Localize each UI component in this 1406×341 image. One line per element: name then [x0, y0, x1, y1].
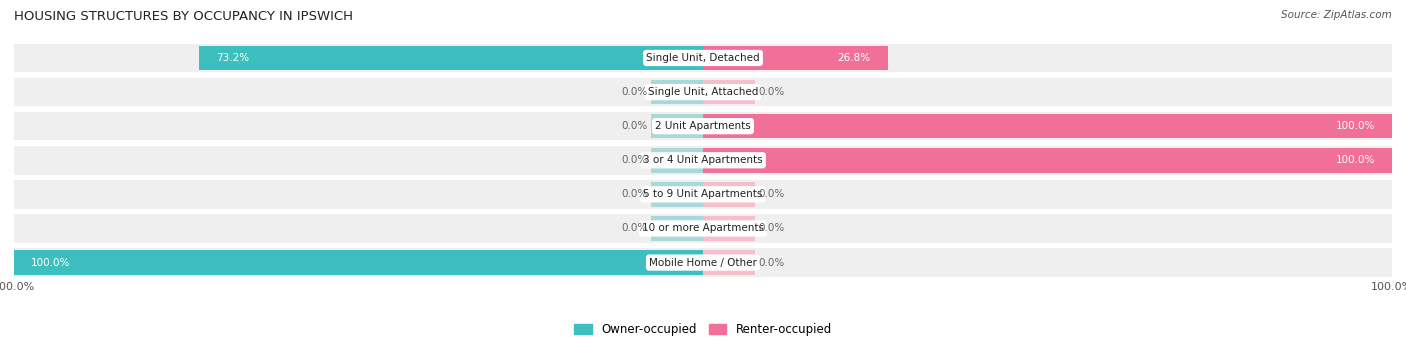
Bar	[14, 180, 1392, 209]
Bar	[703, 46, 887, 70]
Bar	[198, 46, 703, 70]
Text: 0.0%: 0.0%	[621, 189, 648, 199]
Text: 100.0%: 100.0%	[31, 257, 70, 268]
Text: 2 Unit Apartments: 2 Unit Apartments	[655, 121, 751, 131]
Text: 100.0%: 100.0%	[1336, 155, 1375, 165]
Text: Mobile Home / Other: Mobile Home / Other	[650, 257, 756, 268]
Bar	[651, 148, 703, 173]
Text: 0.0%: 0.0%	[621, 223, 648, 234]
Text: 0.0%: 0.0%	[758, 223, 785, 234]
Text: 0.0%: 0.0%	[621, 121, 648, 131]
Bar	[651, 216, 703, 241]
Text: Single Unit, Attached: Single Unit, Attached	[648, 87, 758, 97]
Bar	[703, 216, 755, 241]
Text: Source: ZipAtlas.com: Source: ZipAtlas.com	[1281, 10, 1392, 20]
Text: 73.2%: 73.2%	[217, 53, 249, 63]
Bar	[14, 250, 703, 275]
Text: 10 or more Apartments: 10 or more Apartments	[643, 223, 763, 234]
Bar	[14, 146, 1392, 175]
Text: 0.0%: 0.0%	[758, 87, 785, 97]
Bar	[703, 80, 755, 104]
Text: 3 or 4 Unit Apartments: 3 or 4 Unit Apartments	[643, 155, 763, 165]
Bar	[651, 80, 703, 104]
Text: HOUSING STRUCTURES BY OCCUPANCY IN IPSWICH: HOUSING STRUCTURES BY OCCUPANCY IN IPSWI…	[14, 10, 353, 23]
Bar	[14, 248, 1392, 277]
Text: 0.0%: 0.0%	[758, 189, 785, 199]
Bar	[14, 44, 1392, 72]
Text: 0.0%: 0.0%	[758, 257, 785, 268]
Text: 5 to 9 Unit Apartments: 5 to 9 Unit Apartments	[644, 189, 762, 199]
Text: 0.0%: 0.0%	[621, 87, 648, 97]
Legend: Owner-occupied, Renter-occupied: Owner-occupied, Renter-occupied	[569, 318, 837, 341]
Bar	[14, 214, 1392, 243]
Bar	[703, 182, 755, 207]
Bar	[703, 148, 1392, 173]
Bar	[651, 114, 703, 138]
Bar	[651, 182, 703, 207]
Text: Single Unit, Detached: Single Unit, Detached	[647, 53, 759, 63]
Bar	[703, 250, 755, 275]
Text: 0.0%: 0.0%	[621, 155, 648, 165]
Bar	[703, 114, 1392, 138]
Text: 100.0%: 100.0%	[1336, 121, 1375, 131]
Bar	[14, 78, 1392, 106]
Text: 26.8%: 26.8%	[838, 53, 870, 63]
Bar	[14, 112, 1392, 140]
